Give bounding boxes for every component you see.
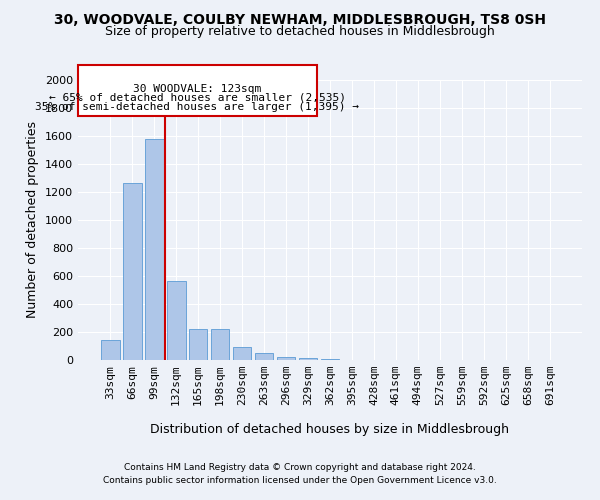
Bar [211, 329, 229, 360]
Text: Size of property relative to detached houses in Middlesbrough: Size of property relative to detached ho… [105, 25, 495, 38]
FancyBboxPatch shape [78, 64, 317, 116]
Bar [255, 353, 274, 360]
Bar [145, 140, 164, 360]
Text: Contains public sector information licensed under the Open Government Licence v3: Contains public sector information licen… [103, 476, 497, 485]
Text: Contains HM Land Registry data © Crown copyright and database right 2024.: Contains HM Land Registry data © Crown c… [124, 462, 476, 471]
Bar [233, 346, 251, 360]
Bar [189, 329, 208, 360]
Text: Distribution of detached houses by size in Middlesbrough: Distribution of detached houses by size … [151, 422, 509, 436]
Text: 30, WOODVALE, COULBY NEWHAM, MIDDLESBROUGH, TS8 0SH: 30, WOODVALE, COULBY NEWHAM, MIDDLESBROU… [54, 12, 546, 26]
Bar [101, 340, 119, 360]
Bar [123, 183, 142, 360]
Y-axis label: Number of detached properties: Number of detached properties [26, 122, 40, 318]
Text: 35% of semi-detached houses are larger (1,395) →: 35% of semi-detached houses are larger (… [35, 102, 359, 113]
Text: 30 WOODVALE: 123sqm: 30 WOODVALE: 123sqm [133, 84, 262, 94]
Text: ← 65% of detached houses are smaller (2,535): ← 65% of detached houses are smaller (2,… [49, 92, 346, 102]
Bar [167, 281, 185, 360]
Bar [299, 358, 317, 360]
Bar [277, 356, 295, 360]
